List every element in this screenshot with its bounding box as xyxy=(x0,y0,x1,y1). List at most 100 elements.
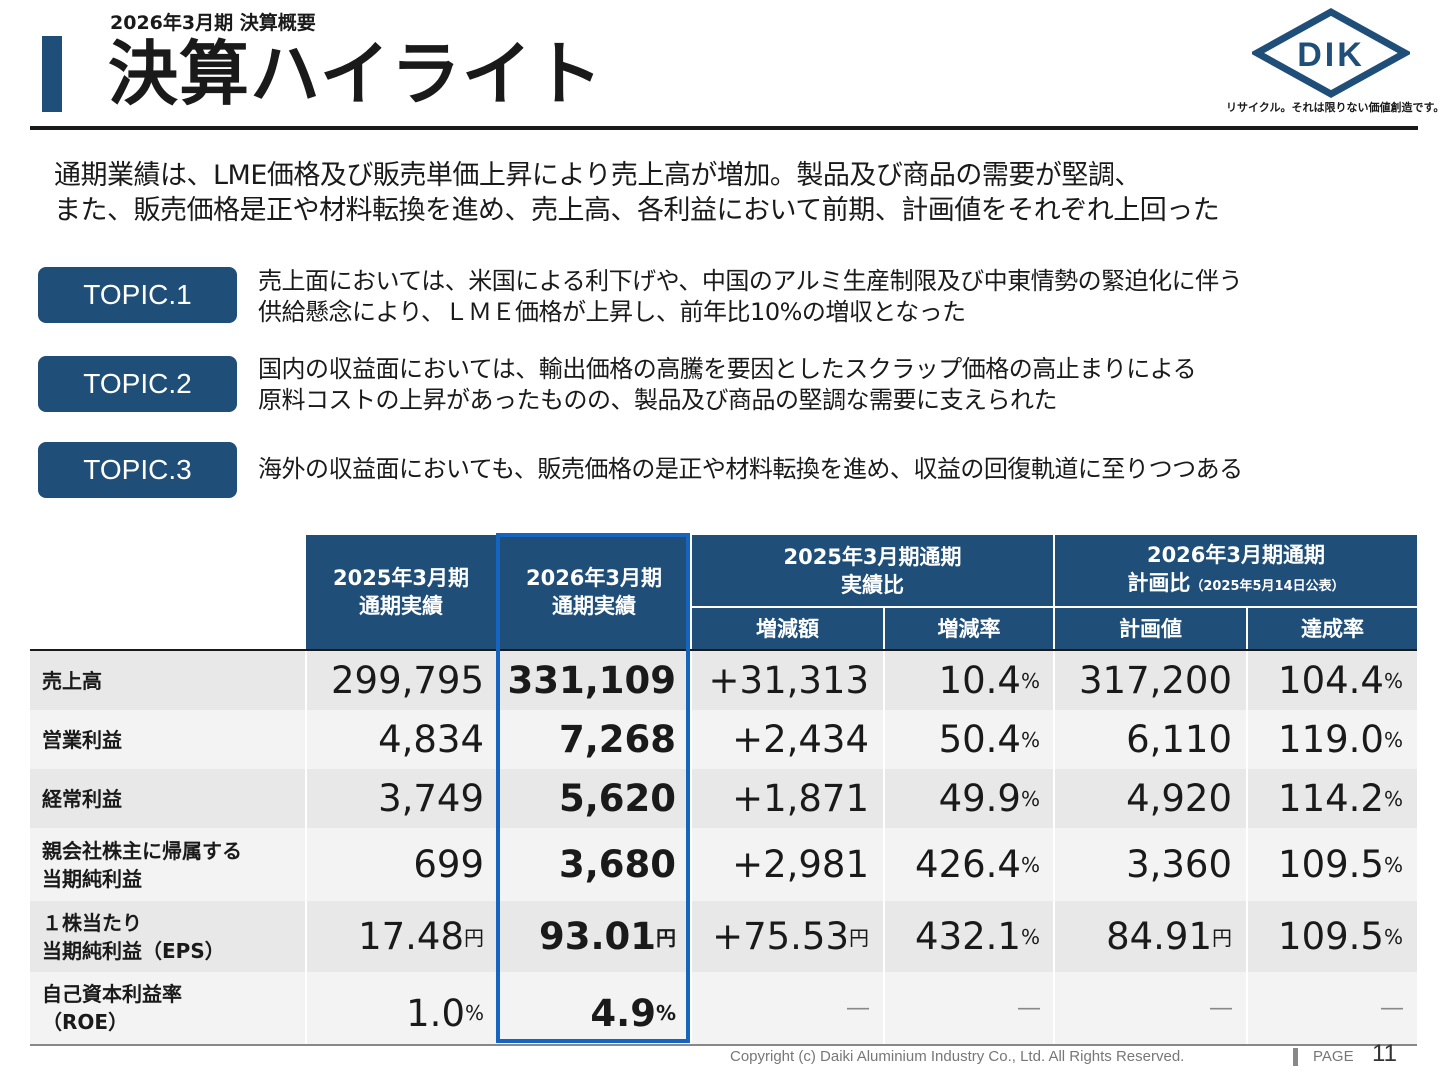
cell-value: +75.53 xyxy=(712,915,849,958)
cell-unit: % xyxy=(655,1001,676,1025)
cell-plan: 317,200 xyxy=(1055,651,1232,710)
topic-1-line-2: 供給懸念により、ＬＭＥ価格が上昇し、前年比10%の増収となった xyxy=(258,298,966,326)
header-change-rate: 増減率 xyxy=(885,608,1053,649)
cell-plan: 3,360 xyxy=(1055,828,1232,901)
cell-prev: 17.48 円 xyxy=(306,901,484,972)
cell-prev: 4,834 xyxy=(306,710,484,769)
cell-curr: 93.01 円 xyxy=(498,901,676,972)
topic-2-line-2: 原料コストの上昇があったものの、製品及び商品の堅調な需要に支えられた xyxy=(258,386,1058,414)
cell-value: 10.4 xyxy=(938,659,1021,702)
cell-ach: ― xyxy=(1248,972,1403,1044)
page-number: 11 xyxy=(1372,1040,1397,1067)
cell-value: 119.0 xyxy=(1278,718,1384,761)
page-label: PAGE xyxy=(1313,1048,1354,1065)
summary-text: 通期業績は、LME価格及び販売単価上昇により売上高が増加。製品及び商品の需要が堅… xyxy=(54,158,1220,228)
cell-value: ― xyxy=(1381,995,1403,1021)
cell-value: 93.01 xyxy=(538,915,656,958)
cell-ach: 104.4% xyxy=(1248,651,1403,710)
cell-value: 299,795 xyxy=(330,659,484,702)
cell-value: 4,920 xyxy=(1126,777,1232,820)
cell-unit: % xyxy=(1020,852,1040,877)
topic-3-line-1: 海外の収益面においても、販売価格の是正や材料転換を進め、収益の回復軌道に至りつつ… xyxy=(258,455,1243,483)
cell-value: 1.0 xyxy=(406,991,465,1035)
summary-line-1: 通期業績は、LME価格及び販売単価上昇により売上高が増加。製品及び商品の需要が堅… xyxy=(54,160,1141,191)
cell-unit: % xyxy=(464,1001,484,1025)
column-divider xyxy=(1246,651,1248,1044)
column-divider xyxy=(305,651,307,1044)
row-label-line2: 当期純利益 xyxy=(42,866,142,891)
column-divider xyxy=(1053,651,1055,1044)
row-label-line1: 自己資本利益率 xyxy=(42,982,182,1006)
logo-text: DIK xyxy=(1297,36,1365,74)
cell-value: ― xyxy=(847,995,869,1021)
row-label-line1: １株当たり xyxy=(42,910,142,935)
table-row-bg xyxy=(30,901,1417,972)
cell-value: 426.4 xyxy=(915,843,1021,886)
company-tagline: リサイクル。それは限りない価値創造です。 xyxy=(1226,101,1440,114)
header-vs-prev: 2025年3月期通期 実績比 xyxy=(692,535,1053,606)
row-label-ordinary-income: 経常利益 xyxy=(42,769,122,828)
cell-value: +2,981 xyxy=(732,843,869,886)
topic-1-text: 売上面においては、米国による利下げや、中国のアルミ生産制限及び中東情勢の緊迫化に… xyxy=(258,266,1243,328)
topic-2-line-1: 国内の収益面においては、輸出価格の高騰を要因としたスクラップ価格の高止まりによる xyxy=(258,355,1197,383)
header-vs-plan-note: （2025年5月14日公表） xyxy=(1190,578,1345,594)
row-label-net-income: 親会社株主に帰属する 当期純利益 xyxy=(42,828,242,901)
topic-3-text: 海外の収益面においても、販売価格の是正や材料転換を進め、収益の回復軌道に至りつつ… xyxy=(258,454,1243,485)
cell-curr: 4.9% xyxy=(498,972,676,1054)
cell-value: 3,360 xyxy=(1126,843,1232,886)
header-change-amount: 増減額 xyxy=(692,608,883,649)
cell-value: ― xyxy=(1018,995,1040,1021)
header-prev-actual: 2025年3月期 通期実績 xyxy=(306,535,496,649)
header-vs-plan-line1: 2026年3月期通期 xyxy=(1146,542,1326,567)
header-curr-actual-line2: 通期実績 xyxy=(552,594,636,618)
cell-unit: % xyxy=(1383,924,1403,949)
cell-diff: +75.53 円 xyxy=(692,901,869,972)
cell-unit: % xyxy=(1020,668,1040,693)
summary-line-2: また、販売価格是正や材料転換を進め、売上高、各利益において前期、計画値をそれぞれ… xyxy=(54,195,1220,226)
row-label-line2: 当期純利益（EPS） xyxy=(42,938,225,963)
table-top-rule xyxy=(30,649,1417,651)
cell-rate: 50.4% xyxy=(885,710,1040,769)
header-vs-prev-line2: 実績比 xyxy=(841,572,904,597)
cell-rate: ― xyxy=(885,972,1040,1044)
cell-value: 3,680 xyxy=(558,843,676,886)
row-label-net-sales: 売上高 xyxy=(42,651,102,710)
cell-value: 317,200 xyxy=(1078,659,1232,702)
cell-value: 432.1 xyxy=(915,915,1021,958)
cell-unit: % xyxy=(1020,727,1040,752)
cell-rate: 49.9% xyxy=(885,769,1040,828)
cell-value: 84.91 xyxy=(1106,915,1212,958)
table-row-bg xyxy=(30,972,1417,1044)
cell-plan: ― xyxy=(1055,972,1232,1044)
copyright-text: Copyright (c) Daiki Aluminium Industry C… xyxy=(730,1048,1185,1065)
cell-unit: % xyxy=(1020,786,1040,811)
row-label-roe: 自己資本利益率 （ROE） xyxy=(42,972,182,1044)
header-achievement-rate: 達成率 xyxy=(1248,608,1417,649)
cell-plan: 4,920 xyxy=(1055,769,1232,828)
cell-prev: 3,749 xyxy=(306,769,484,828)
page-title: 決算ハイライト xyxy=(108,33,604,115)
table-bottom-rule xyxy=(30,1044,1417,1046)
row-label-line1: 売上高 xyxy=(42,668,102,693)
cell-unit: 円 xyxy=(464,926,484,950)
cell-rate: 432.1% xyxy=(885,901,1040,972)
cell-diff: +2,434 xyxy=(692,710,869,769)
company-logo: DIK xyxy=(1252,8,1410,98)
cell-plan: 84.91 円 xyxy=(1055,901,1232,972)
row-label-line1: 親会社株主に帰属する xyxy=(42,838,242,863)
deck-subtitle: 2026年3月期 決算概要 xyxy=(110,12,316,34)
header-vs-plan: 2026年3月期通期 計画比（2025年5月14日公表） xyxy=(1055,535,1417,606)
topic-1-line-1: 売上面においては、米国による利下げや、中国のアルミ生産制限及び中東情勢の緊迫化に… xyxy=(258,267,1243,295)
row-label-line2: （ROE） xyxy=(42,1010,129,1034)
cell-curr: 5,620 xyxy=(498,769,676,828)
cell-unit: % xyxy=(1383,786,1403,811)
title-accent-bar xyxy=(42,36,62,112)
header-prev-actual-line2: 通期実績 xyxy=(359,594,443,618)
cell-value: 114.2 xyxy=(1278,777,1384,820)
cell-value: 6,110 xyxy=(1126,718,1232,761)
row-label-operating-income: 営業利益 xyxy=(42,710,122,769)
cell-ach: 119.0% xyxy=(1248,710,1403,769)
cell-value: 49.9 xyxy=(938,777,1021,820)
cell-plan: 6,110 xyxy=(1055,710,1232,769)
cell-unit: % xyxy=(1383,668,1403,693)
